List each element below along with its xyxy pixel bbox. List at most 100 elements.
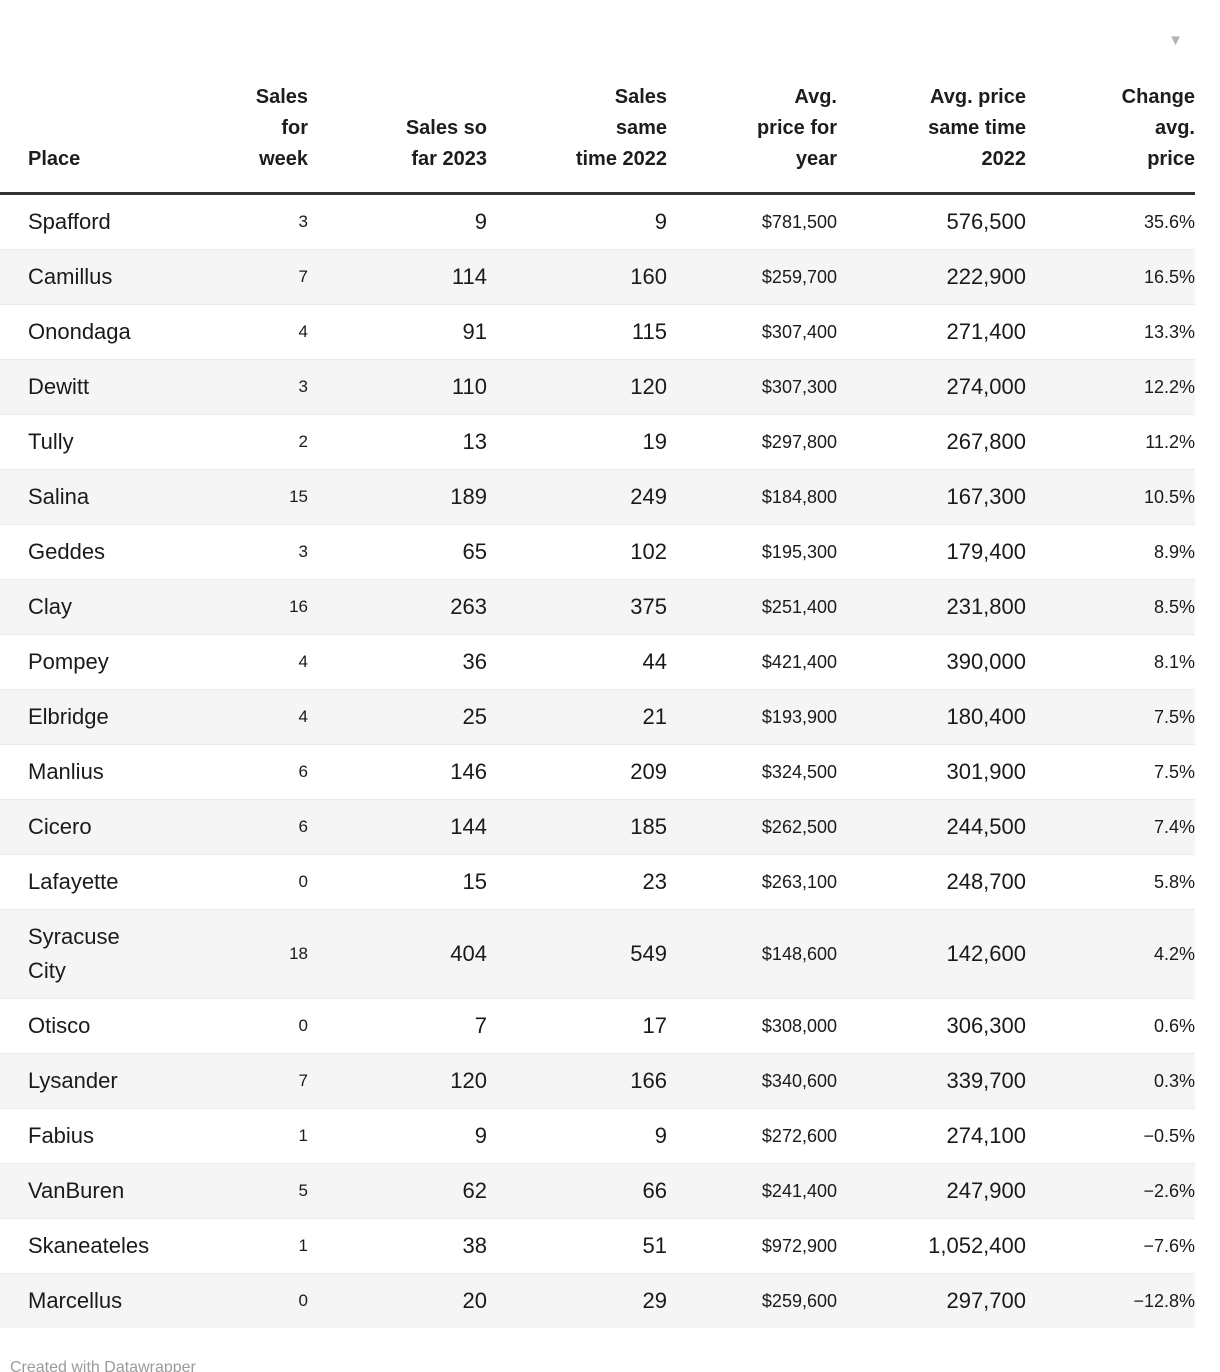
cell-change-avg-price: −12.8%: [1133, 1291, 1195, 1311]
cell-avg-price-same-time-2022: 167,300: [946, 484, 1026, 509]
cell-sales-for-week: 6: [298, 762, 308, 781]
cell-avg-price-same-time-2022: 306,300: [946, 1013, 1026, 1038]
cell-avg-price-for-year: $307,400: [761, 322, 837, 342]
table-body: Spafford 3 9 9 $781,500 576,500 35.6% Camillus 7…: [0, 193, 1195, 1328]
header-change-avg-price[interactable]: ▼ Change avg. price: [1026, 0, 1195, 194]
cell-avg-price-same-time-2022: 231,800: [946, 594, 1026, 619]
cell-sales-same-time-2022: 21: [642, 704, 667, 729]
cell-sales-same-time-2022: 160: [630, 264, 667, 289]
cell-change-avg-price: −7.6%: [1143, 1236, 1195, 1256]
cell-place: Lafayette: [28, 869, 119, 894]
attribution-link[interactable]: Created with Datawrapper: [10, 1359, 196, 1372]
cell-change-avg-price: 11.2%: [1145, 432, 1195, 452]
cell-change-avg-price: 7.4%: [1153, 817, 1195, 837]
cell-avg-price-for-year: $193,900: [761, 707, 837, 727]
cell-sales-for-week: 0: [298, 872, 308, 891]
cell-sales-so-far-2023: 20: [462, 1288, 487, 1313]
header-sales-so-far-2023[interactable]: Sales so far 2023: [405, 117, 487, 170]
cell-avg-price-for-year: $297,800: [761, 432, 837, 452]
sort-descending-icon[interactable]: ▼: [1168, 32, 1183, 49]
cell-avg-price-same-time-2022: 1,052,400: [928, 1233, 1026, 1258]
attribution: Created with Datawrapper: [0, 1328, 1220, 1372]
table-row: Camillus 7 114 160 $259,700 222,900 16.5%: [0, 249, 1195, 305]
cell-sales-same-time-2022: 166: [630, 1068, 667, 1093]
cell-avg-price-for-year: $263,100: [761, 872, 837, 892]
cell-sales-so-far-2023: 36: [462, 649, 487, 674]
cell-change-avg-price: 4.2%: [1153, 944, 1195, 964]
cell-sales-same-time-2022: 23: [642, 869, 667, 894]
cell-avg-price-for-year: $421,400: [761, 652, 837, 672]
header-sales-for-week[interactable]: Sales for week: [255, 86, 308, 170]
table-row: Otisco 0 7 17 $308,000 306,300 0.6%: [0, 998, 1195, 1054]
cell-sales-so-far-2023: 25: [462, 704, 487, 729]
cell-sales-same-time-2022: 44: [642, 649, 667, 674]
cell-sales-so-far-2023: 15: [462, 869, 487, 894]
cell-avg-price-same-time-2022: 267,800: [946, 429, 1026, 454]
table-row: Dewitt 3 110 120 $307,300 274,000 12.2%: [0, 359, 1195, 415]
cell-sales-same-time-2022: 51: [642, 1233, 667, 1258]
cell-change-avg-price: 5.8%: [1153, 872, 1195, 892]
cell-avg-price-same-time-2022: 390,000: [946, 649, 1026, 674]
table-header: Place Sales for week Sales so far 2023 S…: [0, 0, 1195, 194]
cell-place: Pompey: [28, 649, 109, 674]
table-row: Marcellus 0 20 29 $259,600 297,700 −12.8%: [0, 1273, 1195, 1328]
table-row: Fabius 1 9 9 $272,600 274,100 −0.5%: [0, 1108, 1195, 1164]
cell-sales-so-far-2023: 120: [450, 1068, 487, 1093]
header-avg-price-same-time-2022[interactable]: Avg. price same time 2022: [928, 86, 1026, 170]
cell-sales-so-far-2023: 144: [450, 814, 487, 839]
cell-avg-price-same-time-2022: 244,500: [946, 814, 1026, 839]
cell-sales-same-time-2022: 209: [630, 759, 667, 784]
cell-avg-price-same-time-2022: 297,700: [946, 1288, 1026, 1313]
table-row: Cicero 6 144 185 $262,500 244,500 7.4%: [0, 799, 1195, 855]
cell-sales-same-time-2022: 19: [642, 429, 667, 454]
cell-change-avg-price: 13.3%: [1143, 322, 1195, 342]
table-row: Elbridge 4 25 21 $193,900 180,400 7.5%: [0, 689, 1195, 745]
table-row: Syracuse City 18 404 549 $148,600 142,600 4.2%: [0, 909, 1195, 999]
cell-avg-price-for-year: $251,400: [761, 597, 837, 617]
cell-sales-for-week: 0: [298, 1016, 308, 1035]
cell-sales-so-far-2023: 62: [462, 1178, 487, 1203]
table-row: Lysander 7 120 166 $340,600 339,700 0.3%: [0, 1053, 1195, 1109]
cell-avg-price-same-time-2022: 271,400: [946, 319, 1026, 344]
cell-avg-price-for-year: $272,600: [761, 1126, 837, 1146]
table-row: Clay 16 263 375 $251,400 231,800 8.5%: [0, 579, 1195, 635]
cell-sales-same-time-2022: 249: [630, 484, 667, 509]
cell-avg-price-same-time-2022: 274,100: [946, 1123, 1026, 1148]
cell-avg-price-same-time-2022: 247,900: [946, 1178, 1026, 1203]
table-row: Onondaga 4 91 115 $307,400 271,400 13.3%: [0, 304, 1195, 360]
header-avg-price-for-year[interactable]: Avg. price for year: [756, 86, 837, 170]
cell-avg-price-for-year: $340,600: [761, 1071, 837, 1091]
cell-avg-price-same-time-2022: 180,400: [946, 704, 1026, 729]
cell-sales-for-week: 3: [298, 542, 308, 561]
header-place[interactable]: Place: [28, 148, 81, 170]
cell-sales-so-far-2023: 65: [462, 539, 487, 564]
cell-place: Marcellus: [28, 1288, 123, 1313]
cell-sales-for-week: 2: [298, 432, 308, 451]
cell-sales-for-week: 0: [298, 1291, 308, 1310]
cell-sales-for-week: 5: [298, 1181, 308, 1200]
cell-place: Syracuse City: [28, 924, 120, 983]
cell-sales-same-time-2022: 9: [654, 209, 667, 234]
cell-sales-for-week: 1: [298, 1236, 308, 1255]
cell-change-avg-price: 8.9%: [1153, 542, 1195, 562]
header-sales-same-time-2022[interactable]: Sales same time 2022: [575, 86, 667, 170]
cell-avg-price-same-time-2022: 222,900: [946, 264, 1026, 289]
cell-sales-so-far-2023: 146: [450, 759, 487, 784]
table-row: Tully 2 13 19 $297,800 267,800 11.2%: [0, 414, 1195, 470]
cell-sales-so-far-2023: 263: [450, 594, 487, 619]
cell-avg-price-for-year: $195,300: [761, 542, 837, 562]
cell-sales-so-far-2023: 91: [462, 319, 487, 344]
cell-sales-for-week: 3: [298, 212, 308, 231]
cell-change-avg-price: 10.5%: [1143, 487, 1195, 507]
cell-place: Tully: [28, 429, 74, 454]
cell-sales-for-week: 6: [298, 817, 308, 836]
cell-avg-price-same-time-2022: 301,900: [946, 759, 1026, 784]
cell-sales-same-time-2022: 185: [630, 814, 667, 839]
cell-place: Camillus: [28, 264, 113, 289]
cell-sales-so-far-2023: 13: [462, 429, 487, 454]
cell-change-avg-price: 0.6%: [1153, 1016, 1195, 1036]
cell-sales-same-time-2022: 17: [642, 1013, 667, 1038]
cell-sales-so-far-2023: 9: [474, 1123, 487, 1148]
cell-sales-for-week: 16: [289, 597, 308, 616]
